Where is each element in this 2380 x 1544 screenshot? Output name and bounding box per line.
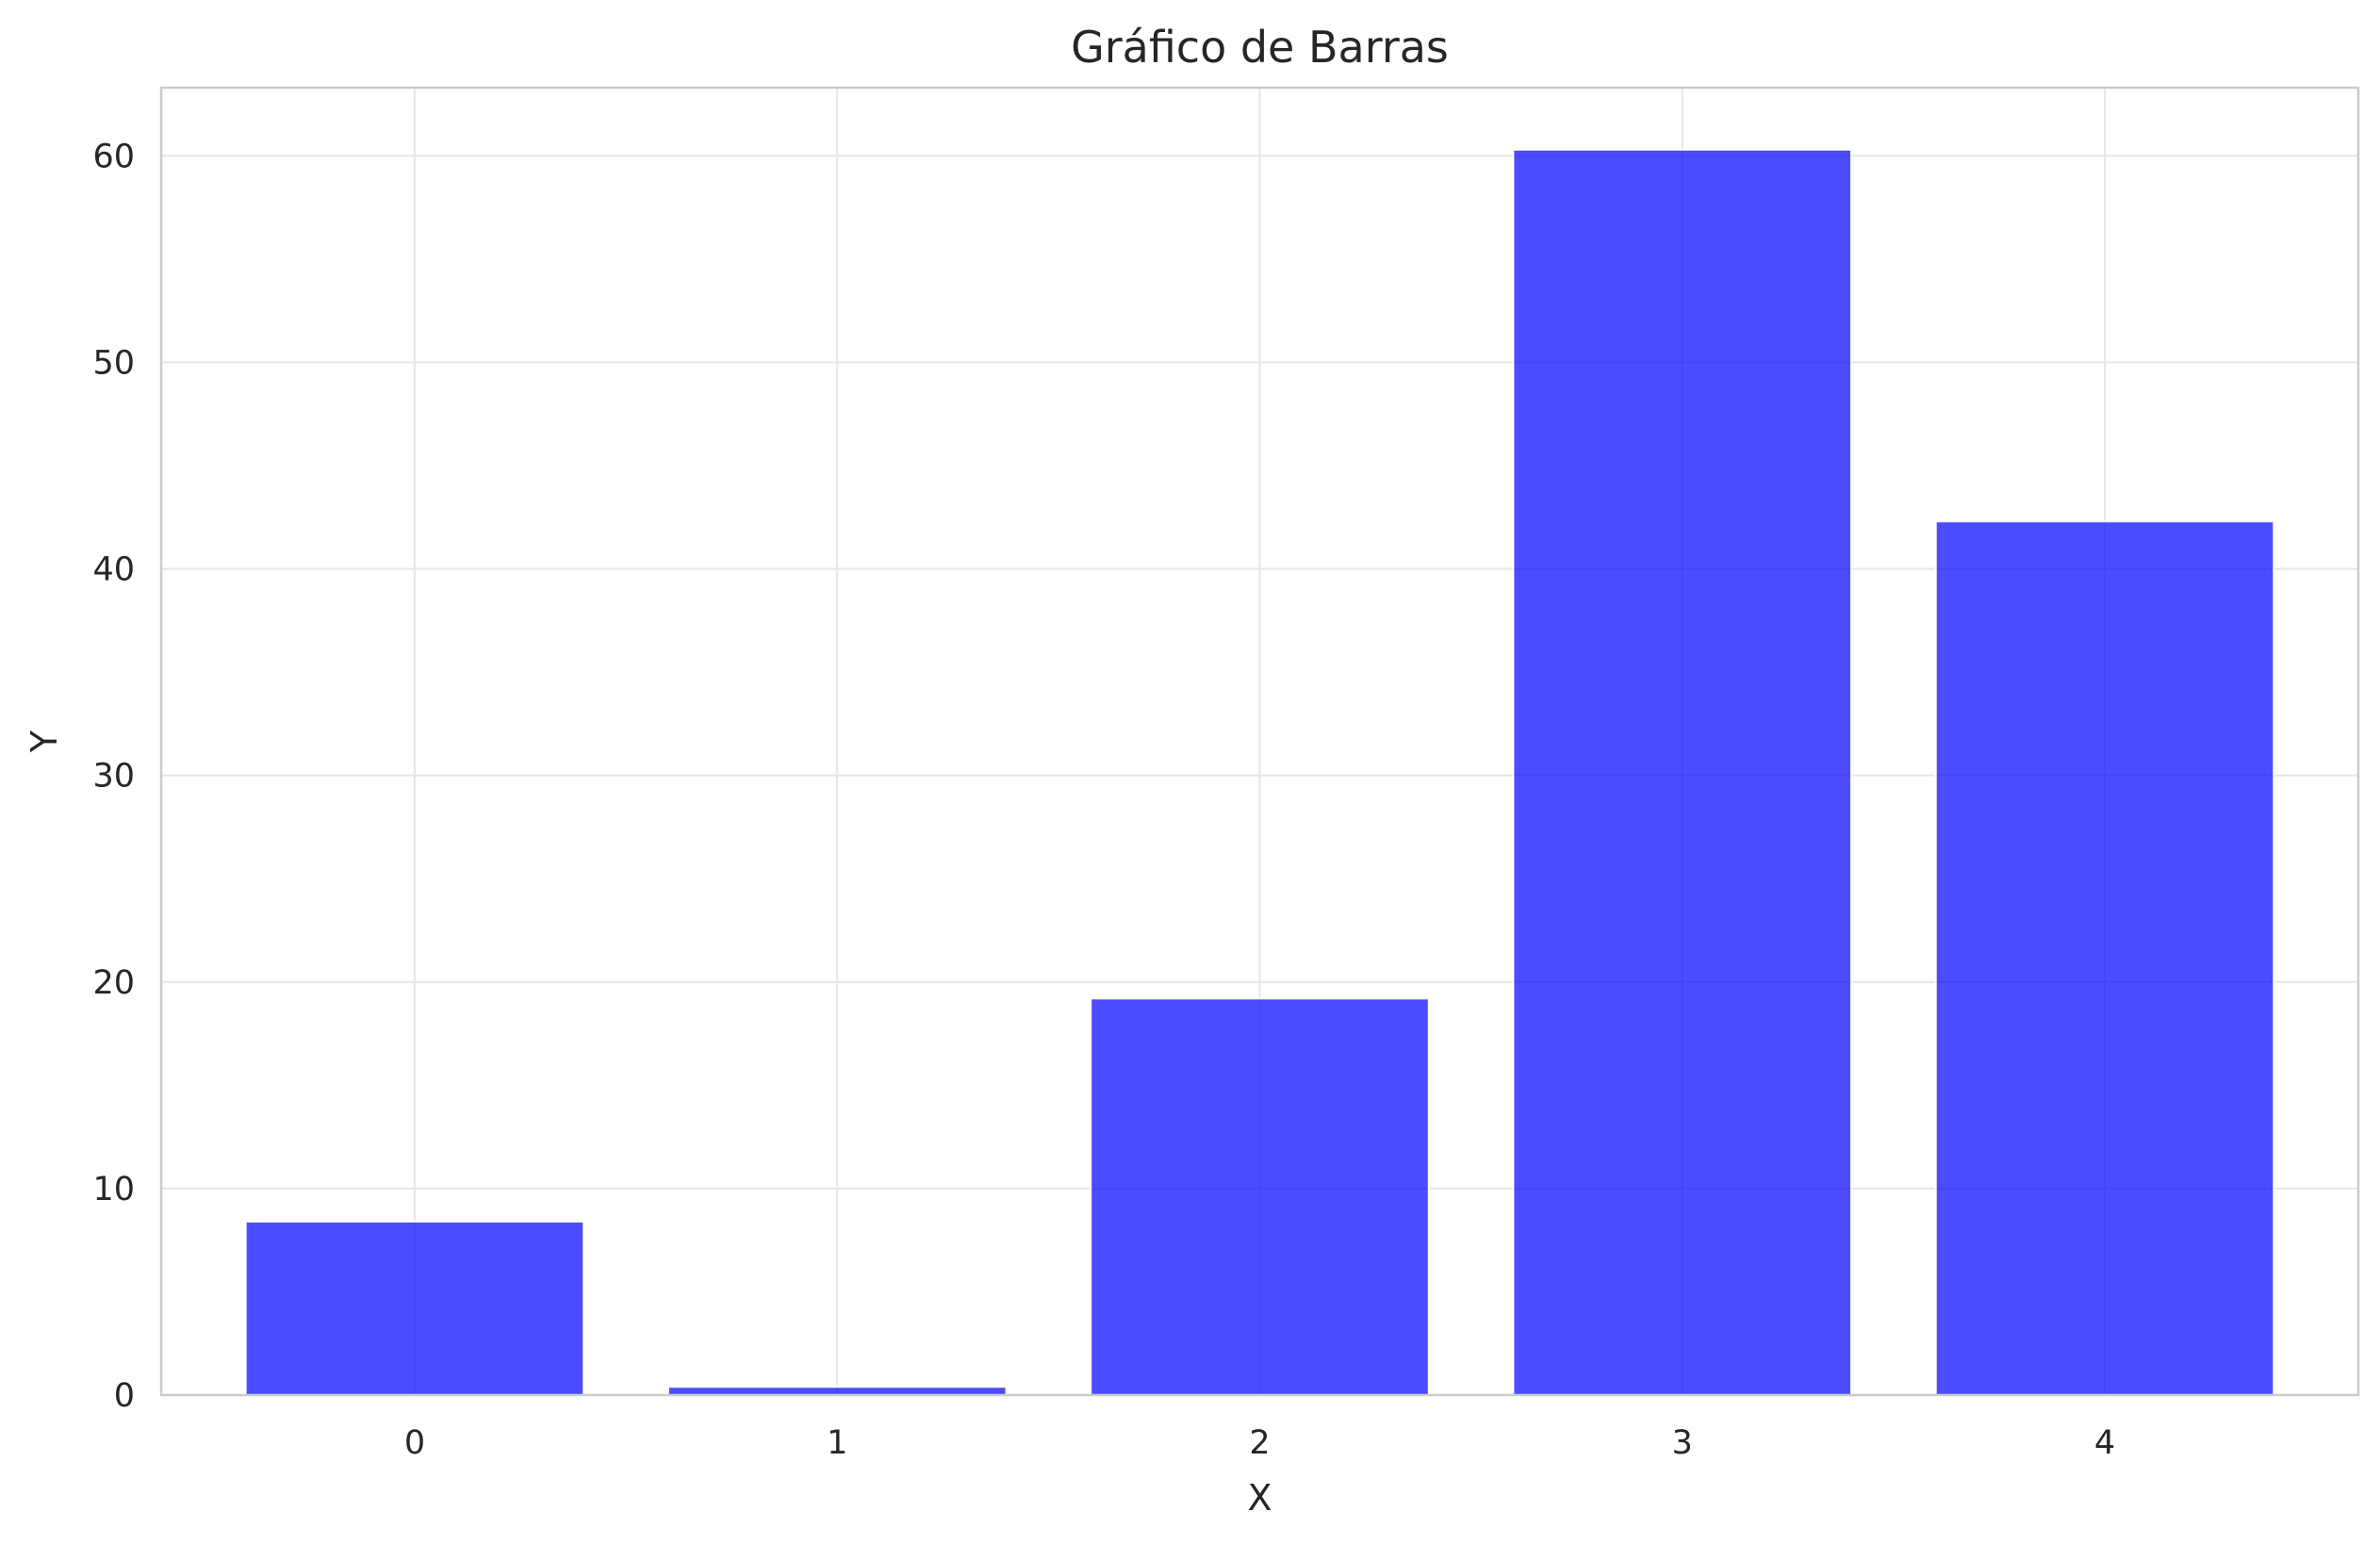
- x-tick-label: 2: [1249, 1424, 1270, 1462]
- y-tick-label: 60: [92, 138, 135, 175]
- y-tick-labels: 0 10 20 30 40 50 60: [92, 138, 135, 1415]
- x-tick-label: 3: [1672, 1424, 1693, 1462]
- y-tick-label: 30: [92, 758, 135, 796]
- y-axis-title: Y: [24, 730, 65, 753]
- x-tick-label: 1: [827, 1424, 847, 1462]
- bar-3: [1512, 148, 1853, 1396]
- bar-4: [1934, 520, 2275, 1396]
- bar-1: [666, 1386, 1008, 1396]
- x-tick-label: 0: [404, 1424, 425, 1462]
- bar-2: [1090, 997, 1430, 1396]
- y-tick-label: 20: [92, 964, 135, 1002]
- x-tick-label: 4: [2094, 1424, 2115, 1462]
- y-tick-label: 0: [114, 1377, 135, 1415]
- y-tick-label: 10: [92, 1171, 135, 1208]
- y-tick-label: 40: [92, 551, 135, 589]
- chart-title: Gráfico de Barras: [1071, 22, 1449, 73]
- bar-0: [244, 1220, 585, 1396]
- y-tick-label: 50: [92, 344, 135, 382]
- bars: [244, 148, 2275, 1396]
- x-tick-labels: 0 1 2 3 4: [404, 1424, 2115, 1462]
- x-axis-title: X: [1247, 1477, 1272, 1519]
- plot-frame: [159, 86, 2360, 1397]
